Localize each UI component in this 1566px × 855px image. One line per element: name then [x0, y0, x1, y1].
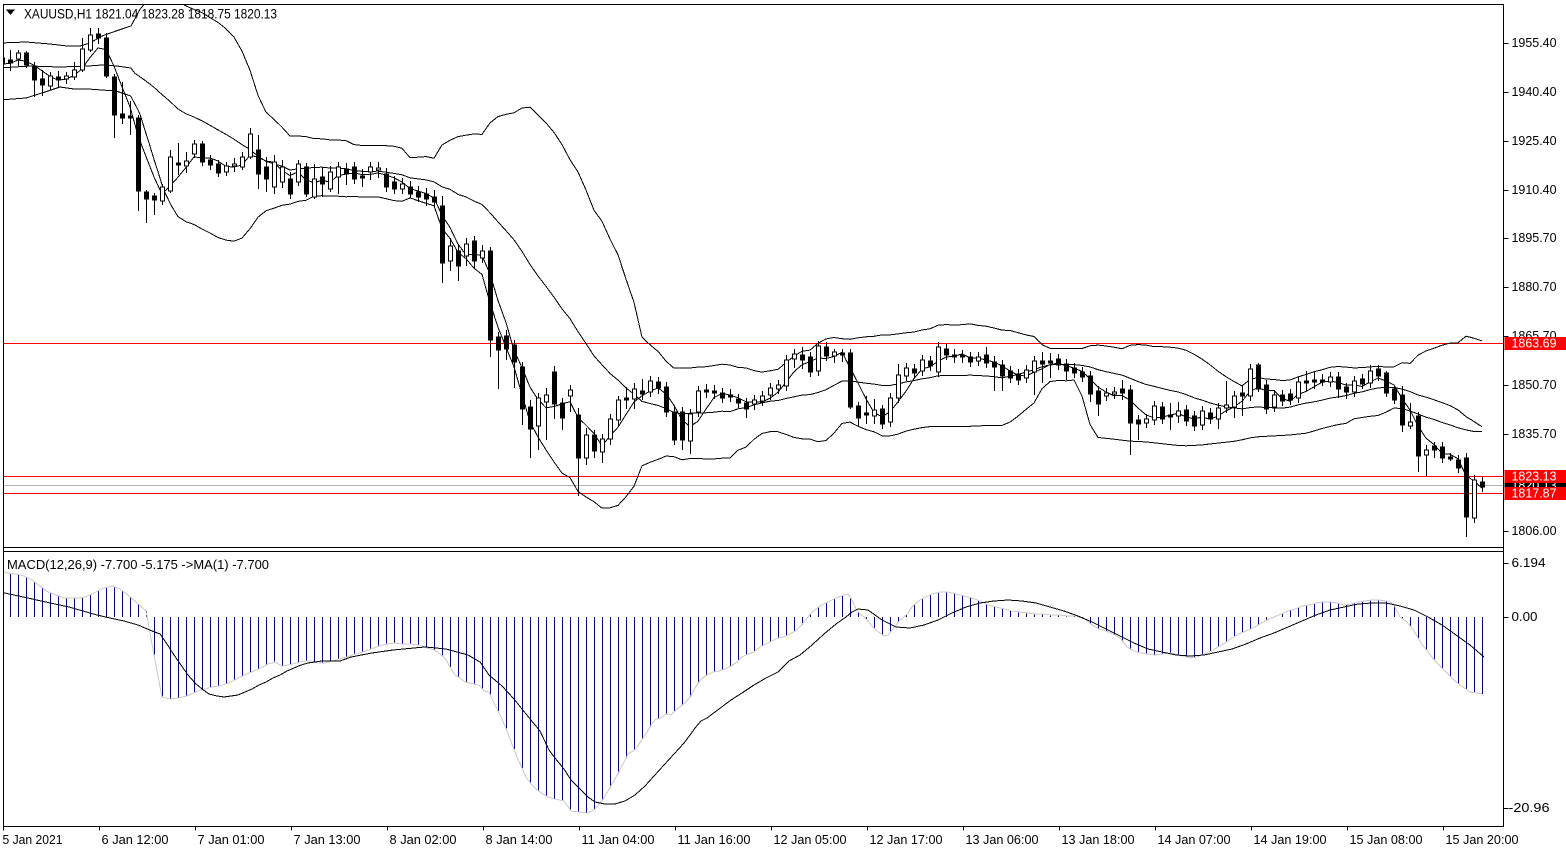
svg-text:1850.70: 1850.70: [1512, 378, 1557, 392]
svg-text:13 Jan 06:00: 13 Jan 06:00: [966, 833, 1039, 847]
svg-text:13 Jan 18:00: 13 Jan 18:00: [1062, 833, 1135, 847]
svg-text:6.194: 6.194: [1512, 556, 1546, 570]
svg-text:7 Jan 01:00: 7 Jan 01:00: [198, 833, 265, 847]
svg-text:14 Jan 07:00: 14 Jan 07:00: [1158, 833, 1231, 847]
svg-text:12 Jan 17:00: 12 Jan 17:00: [870, 833, 943, 847]
svg-text:1806.00: 1806.00: [1512, 524, 1557, 538]
svg-text:15 Jan 20:00: 15 Jan 20:00: [1446, 833, 1519, 847]
svg-text:1817.87: 1817.87: [1512, 487, 1557, 501]
svg-text:7 Jan 13:00: 7 Jan 13:00: [294, 833, 361, 847]
svg-text:6 Jan 12:00: 6 Jan 12:00: [102, 833, 169, 847]
svg-text:1863.69: 1863.69: [1512, 337, 1557, 351]
svg-text:1910.40: 1910.40: [1512, 183, 1557, 197]
svg-text:1925.40: 1925.40: [1512, 134, 1557, 148]
svg-text:11 Jan 04:00: 11 Jan 04:00: [582, 833, 655, 847]
svg-text:MACD(12,26,9) -7.700 -5.175 -: MACD(12,26,9) -7.700 -5.175 ->MA(1) -7.7…: [7, 557, 269, 572]
svg-text:8 Jan 02:00: 8 Jan 02:00: [390, 833, 457, 847]
svg-text:1940.40: 1940.40: [1512, 85, 1557, 99]
svg-text:14 Jan 19:00: 14 Jan 19:00: [1254, 833, 1327, 847]
svg-text:8 Jan 14:00: 8 Jan 14:00: [486, 833, 553, 847]
svg-text:1835.70: 1835.70: [1512, 427, 1557, 441]
svg-text:11 Jan 16:00: 11 Jan 16:00: [678, 833, 751, 847]
svg-text:5 Jan 2021: 5 Jan 2021: [3, 833, 63, 847]
svg-text:1823.13: 1823.13: [1512, 470, 1557, 484]
svg-text:1895.70: 1895.70: [1512, 231, 1557, 245]
svg-text:XAUUSD,H1 1821.04 1823.28 181: XAUUSD,H1 1821.04 1823.28 1818.75 1820.1…: [24, 6, 277, 22]
svg-text:-20.96: -20.96: [1509, 801, 1550, 815]
svg-text:15 Jan 08:00: 15 Jan 08:00: [1350, 833, 1423, 847]
svg-text:1955.40: 1955.40: [1512, 36, 1557, 50]
svg-text:12 Jan 05:00: 12 Jan 05:00: [774, 833, 847, 847]
svg-text:0.00: 0.00: [1512, 610, 1538, 624]
svg-text:1880.70: 1880.70: [1512, 280, 1557, 294]
